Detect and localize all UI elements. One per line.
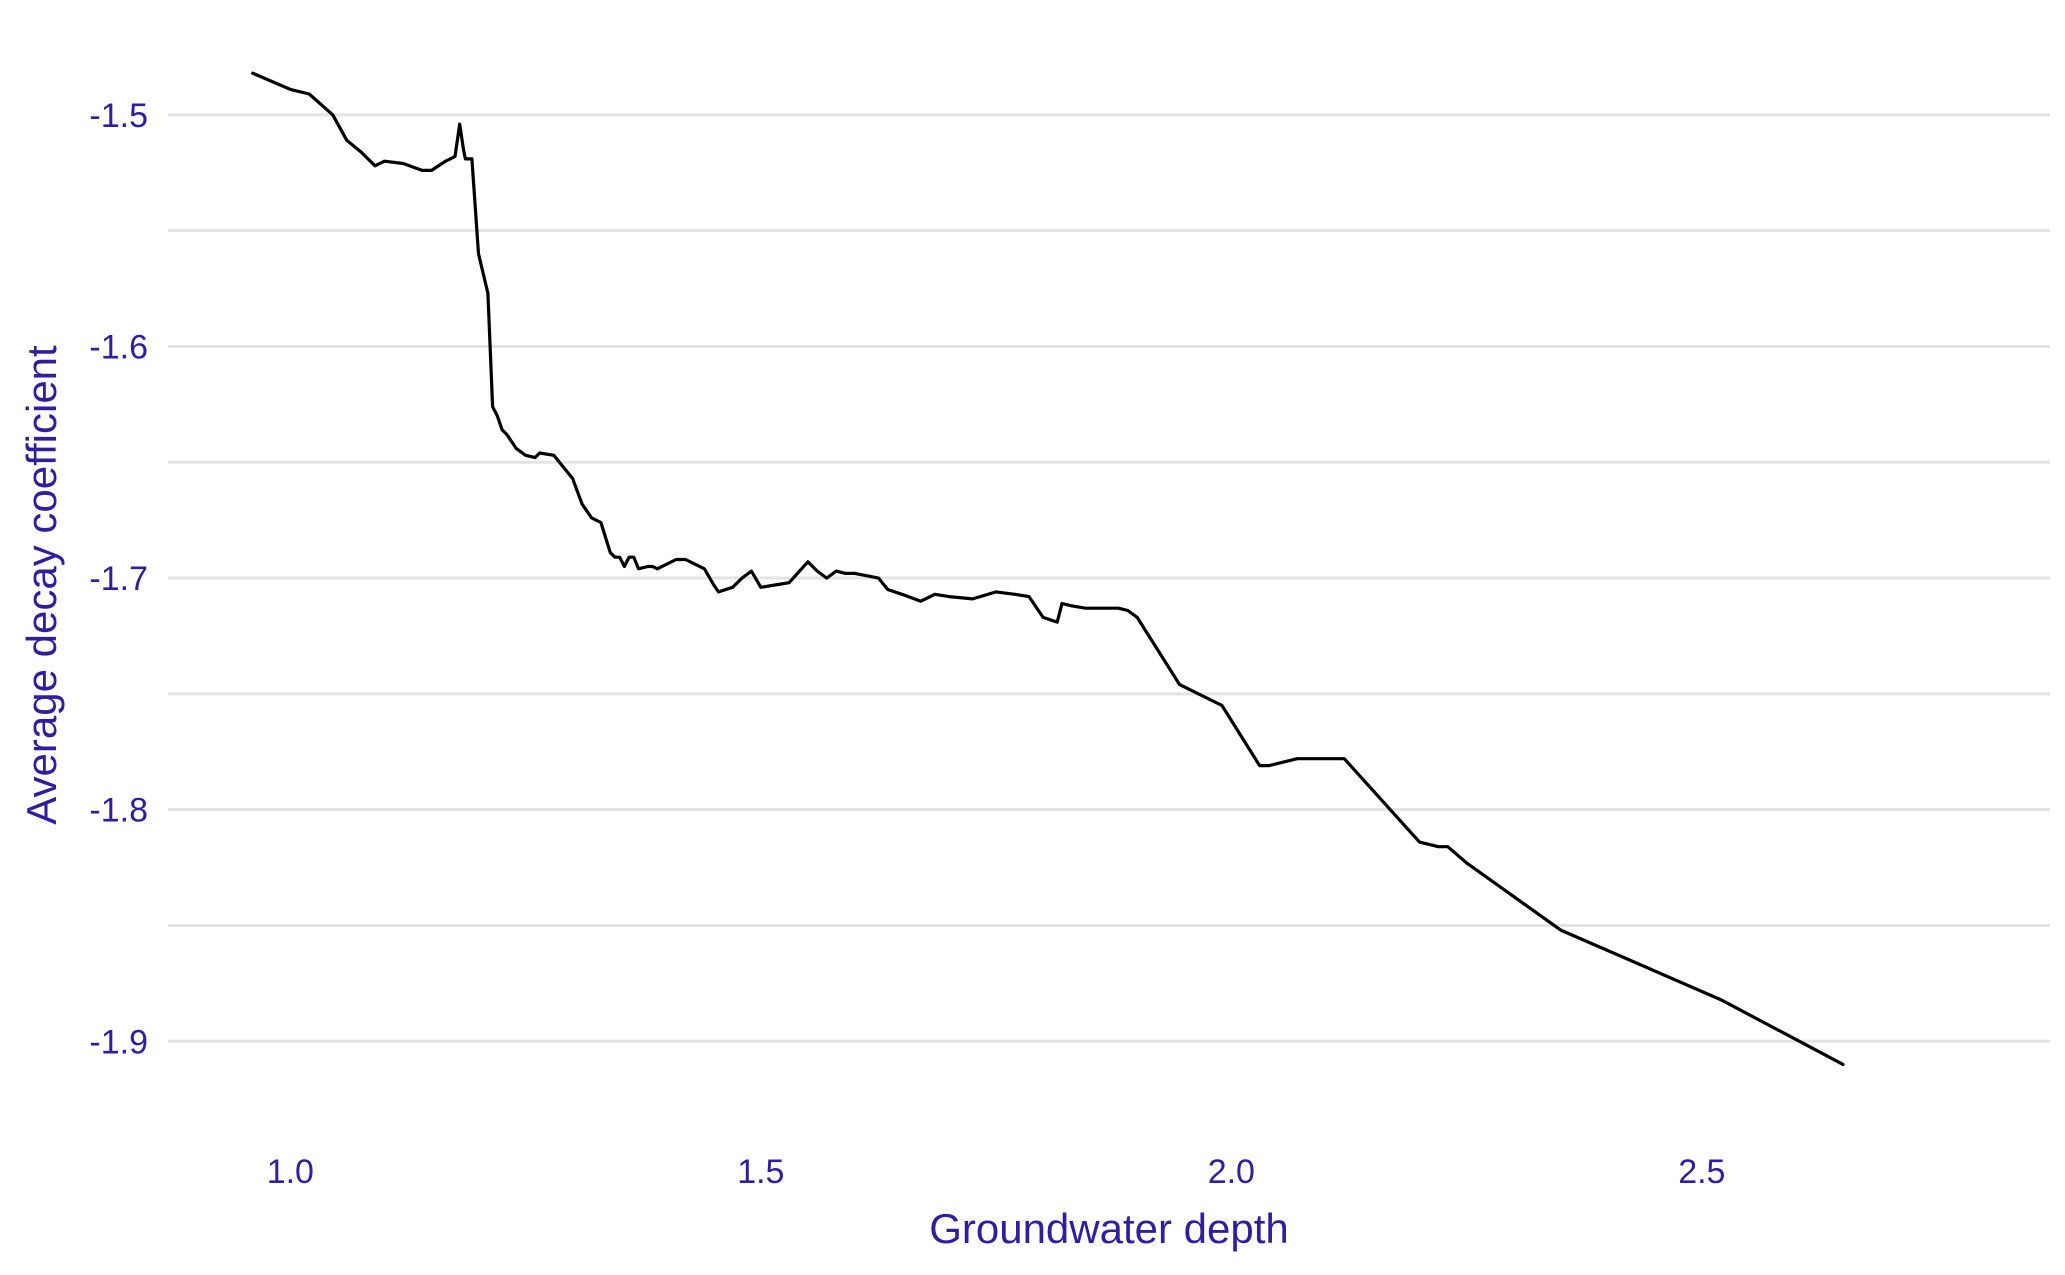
x-tick-label: 1.0 bbox=[267, 1153, 314, 1191]
y-tick-label: -1.6 bbox=[89, 328, 148, 366]
y-tick-label: -1.8 bbox=[89, 792, 148, 830]
x-axis-title: Groundwater depth bbox=[929, 1205, 1289, 1252]
x-tick-label: 2.5 bbox=[1678, 1153, 1725, 1191]
y-tick-label: -1.5 bbox=[89, 97, 148, 135]
tick-labels: -1.5 -1.6 -1.7 -1.8 -1.9 1.0 1.5 2.0 2.5 bbox=[89, 97, 1725, 1191]
gridlines bbox=[168, 113, 2050, 1043]
y-axis-title: Average decay coefficient bbox=[18, 345, 65, 825]
y-tick-label: -1.9 bbox=[89, 1023, 148, 1061]
series-line bbox=[251, 71, 1845, 1067]
x-tick-label: 1.5 bbox=[737, 1153, 784, 1191]
y-tick-label: -1.7 bbox=[89, 560, 148, 598]
series-line-layer bbox=[251, 71, 1845, 1067]
x-tick-label: 2.0 bbox=[1208, 1153, 1255, 1191]
